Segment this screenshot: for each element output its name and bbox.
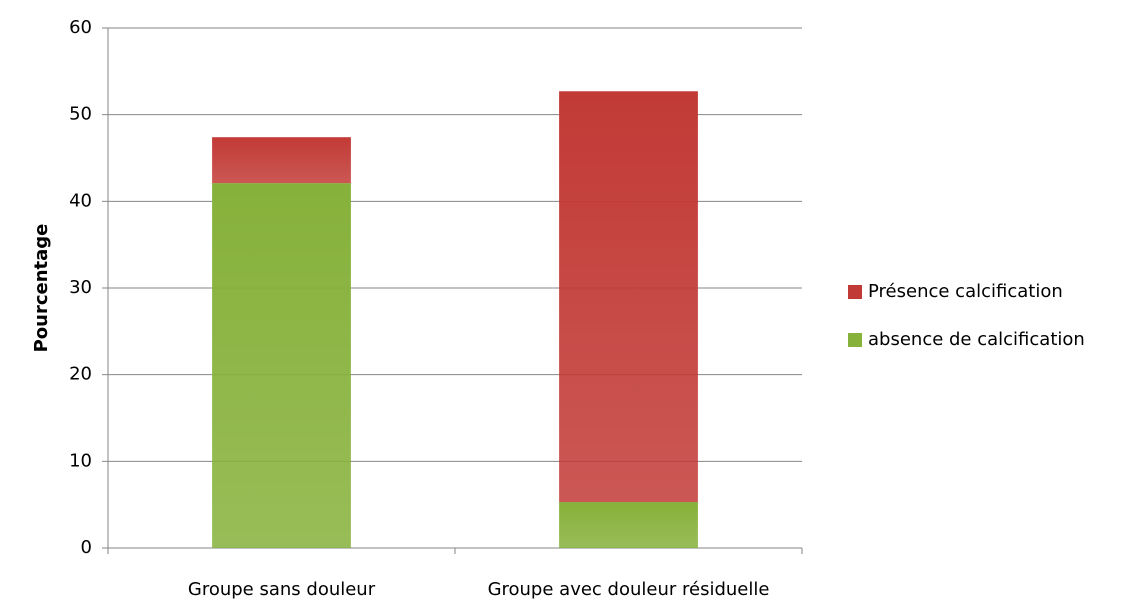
bar-segment xyxy=(559,91,698,503)
legend-label: Présence calcification xyxy=(868,281,1063,302)
bar-segment xyxy=(212,183,351,548)
legend-swatch xyxy=(848,333,862,347)
x-tick-label: Groupe sans douleur xyxy=(188,579,376,600)
y-tick-label: 20 xyxy=(69,364,92,385)
legend-swatch xyxy=(848,285,862,299)
x-tick-label: Groupe avec douleur résiduelle xyxy=(488,579,770,600)
y-tick-label: 30 xyxy=(69,277,92,298)
y-tick-label: 10 xyxy=(69,450,92,471)
legend-label: absence de calcification xyxy=(868,329,1085,350)
y-tick-label: 50 xyxy=(69,104,92,125)
bar-segment xyxy=(559,502,698,548)
y-tick-label: 60 xyxy=(69,17,92,38)
y-tick-label: 0 xyxy=(81,537,92,558)
y-tick-label: 40 xyxy=(69,190,92,211)
bar-segment xyxy=(212,137,351,184)
y-axis-label: Pourcentage xyxy=(31,224,52,353)
